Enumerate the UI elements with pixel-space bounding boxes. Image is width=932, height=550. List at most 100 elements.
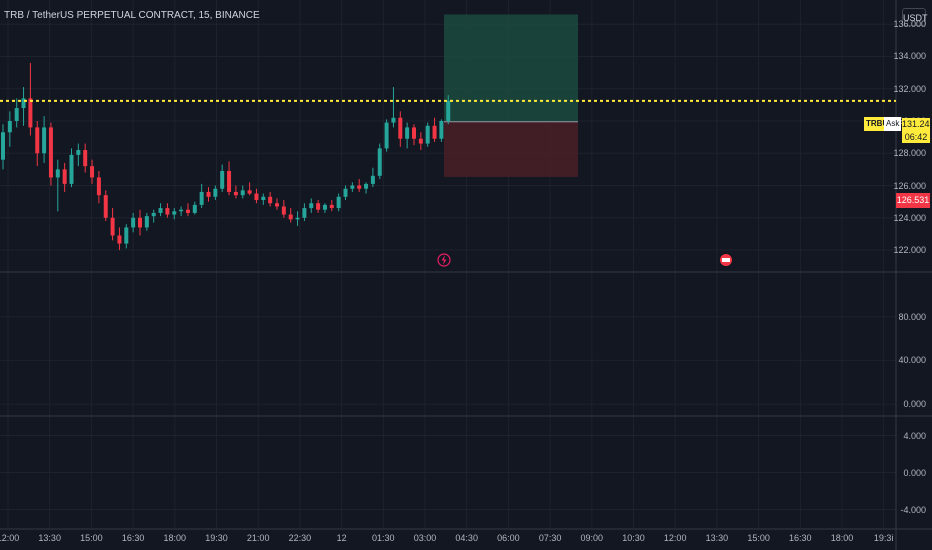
candle-body[interactable] xyxy=(42,127,47,154)
candle-body[interactable] xyxy=(446,100,451,121)
x-tick-label: 12:00 xyxy=(663,533,687,543)
event-flag-icon[interactable] xyxy=(720,254,732,266)
candle-body[interactable] xyxy=(288,214,293,220)
candle-body[interactable] xyxy=(316,203,321,210)
candle-body[interactable] xyxy=(138,217,142,228)
candle-body[interactable] xyxy=(247,190,252,194)
candle-body[interactable] xyxy=(405,127,410,139)
y-tick-label: 80.000 xyxy=(898,311,926,322)
x-tick-label: 10:30 xyxy=(622,533,645,543)
candle-body[interactable] xyxy=(69,154,74,184)
candle-body[interactable] xyxy=(357,185,362,189)
x-tick-label: 19:30 xyxy=(205,533,228,543)
candle-body[interactable] xyxy=(96,177,101,196)
x-tick-label: 16:30 xyxy=(121,533,145,543)
candle-body[interactable] xyxy=(275,203,279,207)
candle-body[interactable] xyxy=(391,117,396,123)
currency-unit-button[interactable]: USDT xyxy=(902,8,928,26)
candle-body[interactable] xyxy=(35,127,40,154)
y-tick-label: 122.000 xyxy=(893,245,926,256)
x-tick-label: 03:00 xyxy=(413,533,437,543)
chart-title: TRB / TetherUS PERPETUAL CONTRACT, 15, B… xyxy=(4,10,260,21)
y-tick-label: 126.000 xyxy=(893,180,926,191)
last-price-tag: 131.249 xyxy=(902,118,932,131)
ask-label: Ask xyxy=(884,117,902,131)
candle-body[interactable] xyxy=(199,191,204,205)
candle-body[interactable] xyxy=(343,188,348,197)
candle-body[interactable] xyxy=(220,170,225,189)
candle-body[interactable] xyxy=(151,212,156,217)
candle-body[interactable] xyxy=(7,120,12,133)
x-tick-label: 12 xyxy=(336,533,347,543)
candle-body[interactable] xyxy=(144,216,149,228)
lightning-icon[interactable] xyxy=(437,253,451,267)
candle-body[interactable] xyxy=(336,196,341,209)
candle-body[interactable] xyxy=(103,195,108,218)
candle-body[interactable] xyxy=(1,132,5,160)
candle-body[interactable] xyxy=(309,203,314,209)
x-tick-label: 12:00 xyxy=(0,533,20,543)
candle-body[interactable] xyxy=(21,98,26,109)
candle-body[interactable] xyxy=(55,169,60,178)
x-tick-label: 21:00 xyxy=(246,533,270,543)
candle-body[interactable] xyxy=(14,108,19,121)
candle-body[interactable] xyxy=(350,185,355,189)
candle-body[interactable] xyxy=(158,208,163,213)
x-tick-label: 15:00 xyxy=(80,533,103,543)
x-tick-label: 18:00 xyxy=(830,533,854,543)
y-tick-label: 40.000 xyxy=(898,355,926,366)
candle-body[interactable] xyxy=(233,191,238,196)
candle-body[interactable] xyxy=(62,169,67,184)
candle-body[interactable] xyxy=(302,208,307,218)
candle-body[interactable] xyxy=(377,148,382,176)
candle-body[interactable] xyxy=(418,138,423,144)
candle-body[interactable] xyxy=(227,170,232,192)
candle-body[interactable] xyxy=(384,122,389,149)
candle-body[interactable] xyxy=(192,204,197,213)
candle-body[interactable] xyxy=(90,166,95,178)
candle-body[interactable] xyxy=(268,196,273,204)
y-tick-label: 134.000 xyxy=(893,51,926,62)
y-tick-label: 124.000 xyxy=(893,212,926,223)
candle-body[interactable] xyxy=(117,235,122,244)
candle-body[interactable] xyxy=(213,188,218,197)
y-tick-label: -4.000 xyxy=(900,504,926,515)
candle-body[interactable] xyxy=(179,209,184,212)
y-tick-label: 0.000 xyxy=(903,399,926,410)
candle-body[interactable] xyxy=(398,117,403,139)
candle-body[interactable] xyxy=(76,150,81,155)
candle-body[interactable] xyxy=(254,193,259,201)
candle-body[interactable] xyxy=(412,127,416,139)
x-tick-label: 15:00 xyxy=(747,533,770,543)
profit-zone[interactable] xyxy=(444,14,578,122)
x-tick-label: 19:3i xyxy=(873,533,894,543)
candle-body[interactable] xyxy=(364,183,369,189)
candle-body[interactable] xyxy=(329,204,334,209)
x-tick-label: 13:30 xyxy=(705,533,729,543)
candle-body[interactable] xyxy=(240,190,245,196)
candle-body[interactable] xyxy=(281,206,286,215)
candle-body[interactable] xyxy=(261,196,266,201)
candle-body[interactable] xyxy=(206,191,211,197)
y-tick-label: 4.000 xyxy=(903,430,926,441)
candle-body[interactable] xyxy=(322,204,327,210)
candle-body[interactable] xyxy=(28,98,33,128)
candle-body[interactable] xyxy=(131,217,136,228)
candle-body[interactable] xyxy=(439,120,444,139)
x-tick-label: 22:30 xyxy=(288,533,312,543)
candle-body[interactable] xyxy=(48,127,53,178)
y-tick-label: 128.000 xyxy=(893,148,926,159)
candle-body[interactable] xyxy=(124,227,129,244)
candle-body[interactable] xyxy=(172,211,177,215)
candle-body[interactable] xyxy=(165,208,170,215)
candle-body[interactable] xyxy=(110,217,115,236)
candle-body[interactable] xyxy=(185,209,190,213)
candle-body[interactable] xyxy=(295,217,300,220)
candle-body[interactable] xyxy=(370,175,375,184)
candle-body[interactable] xyxy=(425,125,430,144)
candle-body[interactable] xyxy=(83,150,88,167)
candle-body[interactable] xyxy=(432,125,437,139)
x-tick-label: 13:30 xyxy=(38,533,61,543)
loss-zone[interactable] xyxy=(444,121,578,177)
